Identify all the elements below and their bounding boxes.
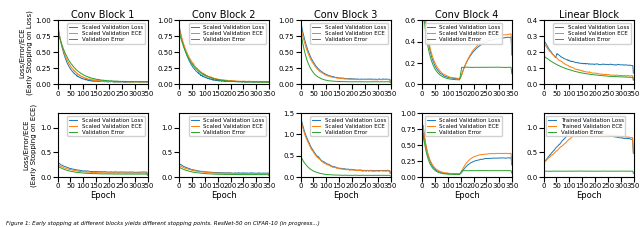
Title: Conv Block 4: Conv Block 4 [435,10,499,20]
Title: Conv Block 2: Conv Block 2 [193,10,256,20]
Y-axis label: Loss/Error/ECE
(Early Stopping on Loss): Loss/Error/ECE (Early Stopping on Loss) [19,10,33,95]
X-axis label: Epoch: Epoch [454,191,480,200]
Legend: Scaled Validation Loss, Scaled Validation ECE, Validation Error: Scaled Validation Loss, Scaled Validatio… [67,116,145,136]
Legend: Scaled Validation Loss, Scaled Validation ECE, Validation Error: Scaled Validation Loss, Scaled Validatio… [189,23,266,44]
X-axis label: Epoch: Epoch [90,191,115,200]
X-axis label: Epoch: Epoch [211,191,237,200]
X-axis label: Epoch: Epoch [576,191,602,200]
Legend: Scaled Validation Loss, Scaled Validation ECE, Validation Error: Scaled Validation Loss, Scaled Validatio… [310,116,388,136]
Title: Conv Block 1: Conv Block 1 [71,10,134,20]
Legend: Scaled Validation Loss, Scaled Validation ECE, Validation Error: Scaled Validation Loss, Scaled Validatio… [554,23,631,44]
Legend: Scaled Validation Loss, Scaled Validation ECE, Validation Error: Scaled Validation Loss, Scaled Validatio… [310,23,388,44]
Y-axis label: Loss/Error/ECE
(Early Stopping on ECE): Loss/Error/ECE (Early Stopping on ECE) [24,104,37,187]
Text: Figure 1: Early stopping at different blocks yields different stopping points. R: Figure 1: Early stopping at different bl… [6,221,320,226]
Legend: Scaled Validation Loss, Scaled Validation ECE, Validation Error: Scaled Validation Loss, Scaled Validatio… [189,116,266,136]
Legend: Scaled Validation Loss, Scaled Validation ECE, Validation Error: Scaled Validation Loss, Scaled Validatio… [67,23,145,44]
Legend: Trained Validation Loss, Trained Validation ECE, Validation Error: Trained Validation Loss, Trained Validat… [547,116,625,136]
Title: Linear Block: Linear Block [559,10,619,20]
Legend: Scaled Validation Loss, Scaled Validation ECE, Validation Error: Scaled Validation Loss, Scaled Validatio… [425,116,502,136]
X-axis label: Epoch: Epoch [333,191,358,200]
Legend: Scaled Validation Loss, Scaled Validation ECE, Validation Error: Scaled Validation Loss, Scaled Validatio… [425,23,502,44]
Title: Conv Block 3: Conv Block 3 [314,10,378,20]
